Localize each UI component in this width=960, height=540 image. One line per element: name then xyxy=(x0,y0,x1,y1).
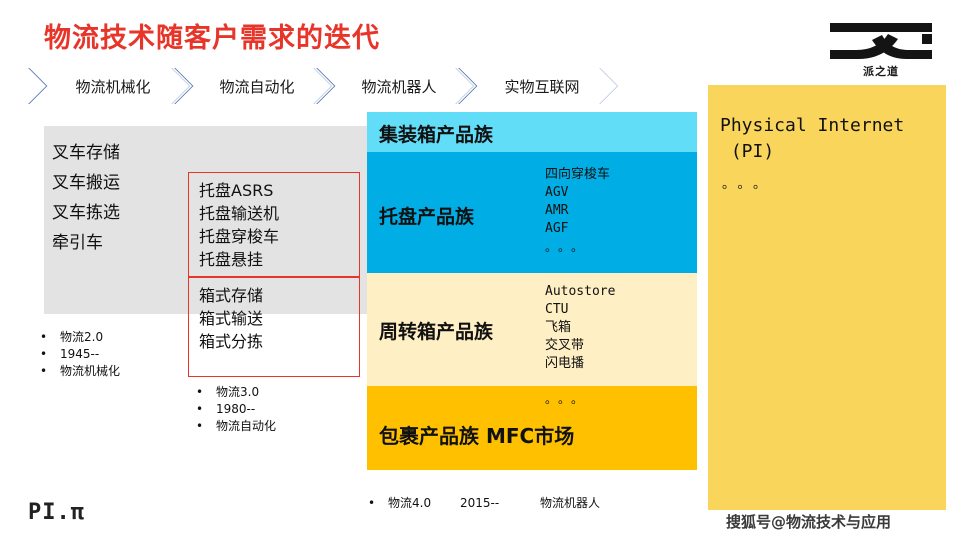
chevron-stage-2[interactable]: 物流自动化 xyxy=(174,68,332,104)
note-text: 物流3.0 xyxy=(216,385,260,399)
pallet-product-item: AMR xyxy=(545,203,569,218)
pai-zhi-dao-mark-icon xyxy=(830,23,932,59)
product-family-parcel-title: 包裹产品族 MFC市场 xyxy=(379,424,575,448)
pallet-equipment-item: 托盘穿梭车 xyxy=(199,227,280,246)
chevron-stage-4[interactable]: 实物互联网 xyxy=(458,68,618,104)
case-equipment-item: 箱式输送 xyxy=(199,309,264,328)
chevron-stage-1-label: 物流机械化 xyxy=(75,77,151,96)
product-family-pallet[interactable]: 托盘产品族 四向穿梭车 AGV AMR AGF 。。。 xyxy=(367,152,697,273)
note-row: • 1980-- xyxy=(196,401,276,418)
product-family-pallet-items: 四向穿梭车 AGV AMR AGF 。。。 xyxy=(545,166,610,256)
watermark-label: 搜狐号@物流技术与应用 xyxy=(726,513,892,531)
tote-product-item: CTU xyxy=(545,302,569,317)
bullet-icon: • xyxy=(40,347,48,361)
chevron-stage-3[interactable]: 物流机器人 xyxy=(316,68,474,104)
chevron-stage-3-label: 物流机器人 xyxy=(361,77,437,96)
product-family-tote-title: 周转箱产品族 xyxy=(379,321,494,343)
pi-footer-logo: PI.π xyxy=(28,500,85,525)
brand-logo: 派之道 xyxy=(826,20,936,80)
note-group-logistics-2: • 物流2.0 • 1945-- • 物流机械化 xyxy=(40,329,120,380)
bullet-icon: • xyxy=(196,419,204,433)
forklift-item: 叉车拣选 xyxy=(52,203,120,223)
bullet-icon: • xyxy=(368,496,376,510)
note-text: 1980-- xyxy=(216,402,256,416)
product-family-parcel[interactable]: 。。。 包裹产品族 MFC市场 xyxy=(367,386,697,470)
note-text: 物流2.0 xyxy=(60,330,104,344)
pallet-equipment-item: 托盘ASRS xyxy=(199,181,274,200)
pallet-product-more-dots: 。。。 xyxy=(545,240,591,254)
case-equipment-item: 箱式分拣 xyxy=(199,332,264,351)
product-family-tote-items: Autostore CTU 飞箱 交叉带 闪电播 xyxy=(545,283,615,373)
note-row: • 物流2.0 xyxy=(40,329,120,346)
pallet-equipment-item: 托盘悬挂 xyxy=(199,250,264,269)
pallet-product-item: 四向穿梭车 xyxy=(545,167,611,182)
product-family-pallet-title: 托盘产品族 xyxy=(379,206,475,228)
forklift-item-list: 叉车存储 叉车搬运 叉车拣选 牵引车 xyxy=(52,138,120,258)
note-text: 物流自动化 xyxy=(216,419,277,433)
bullet-icon: • xyxy=(196,385,204,399)
pallet-equipment-list: 托盘ASRS 托盘输送机 托盘穿梭车 托盘悬挂 xyxy=(199,179,279,271)
tote-product-item: 交叉带 xyxy=(545,338,585,353)
case-equipment-item: 箱式存储 xyxy=(199,286,264,305)
forklift-item: 叉车搬运 xyxy=(52,173,120,193)
note-row: • 物流4.0 2015-- 物流机器人 xyxy=(368,495,600,512)
note-text: 1945-- xyxy=(60,347,100,361)
note-row: • 物流自动化 xyxy=(196,418,276,435)
note-text: 物流机器人 xyxy=(540,496,601,510)
brand-name: 派之道 xyxy=(863,65,899,78)
case-equipment-box: 箱式存储 箱式输送 箱式分拣 xyxy=(188,277,360,377)
physical-internet-panel[interactable]: Physical Internet (PI) 。。。 xyxy=(708,85,946,510)
tote-product-item: Autostore xyxy=(545,284,616,299)
bullet-icon: • xyxy=(40,330,48,344)
forklift-item: 叉车存储 xyxy=(52,143,120,163)
page-title: 物流技术随客户需求的迭代 xyxy=(44,23,380,54)
note-row: • 物流机械化 xyxy=(40,363,120,380)
note-text: 物流机械化 xyxy=(60,364,121,378)
product-family-container[interactable]: 集装箱产品族 xyxy=(367,112,697,152)
pallet-product-item: AGV xyxy=(545,185,569,200)
note-text: 物流4.0 xyxy=(388,496,432,510)
note-row: • 物流3.0 xyxy=(196,384,276,401)
tote-product-item: 闪电播 xyxy=(545,356,585,371)
physical-internet-title: Physical Internet (PI) xyxy=(720,115,905,162)
product-family-tote[interactable]: 周转箱产品族 Autostore CTU 飞箱 交叉带 闪电播 xyxy=(367,273,697,386)
note-text: 2015-- xyxy=(460,496,500,510)
pallet-equipment-item: 托盘输送机 xyxy=(199,204,280,223)
forklift-item: 牵引车 xyxy=(52,233,103,253)
pallet-equipment-box: 托盘ASRS 托盘输送机 托盘穿梭车 托盘悬挂 xyxy=(188,172,360,277)
bullet-icon: • xyxy=(196,402,204,416)
product-family-container-title: 集装箱产品族 xyxy=(379,124,494,146)
note-group-logistics-4: • 物流4.0 2015-- 物流机器人 xyxy=(368,495,600,512)
tote-product-item: 飞箱 xyxy=(545,320,572,335)
case-equipment-list: 箱式存储 箱式输送 箱式分拣 xyxy=(199,284,263,353)
chevron-stage-2-label: 物流自动化 xyxy=(219,77,295,96)
note-group-logistics-3: • 物流3.0 • 1980-- • 物流自动化 xyxy=(196,384,276,435)
physical-internet-more-dots: 。。。 xyxy=(722,177,776,192)
chevron-stage-1[interactable]: 物流机械化 xyxy=(28,68,190,104)
forklift-gray-panel xyxy=(44,126,370,314)
note-row: • 1945-- xyxy=(40,346,120,363)
pallet-product-item: AGF xyxy=(545,221,569,236)
chevron-stage-4-label: 实物互联网 xyxy=(504,77,580,96)
stage-chevron-ribbon: 物流机械化 物流自动化 物流机器人 实物互联网 xyxy=(28,68,602,104)
bullet-icon: • xyxy=(40,364,48,378)
tote-product-more-dots: 。。。 xyxy=(545,392,591,406)
